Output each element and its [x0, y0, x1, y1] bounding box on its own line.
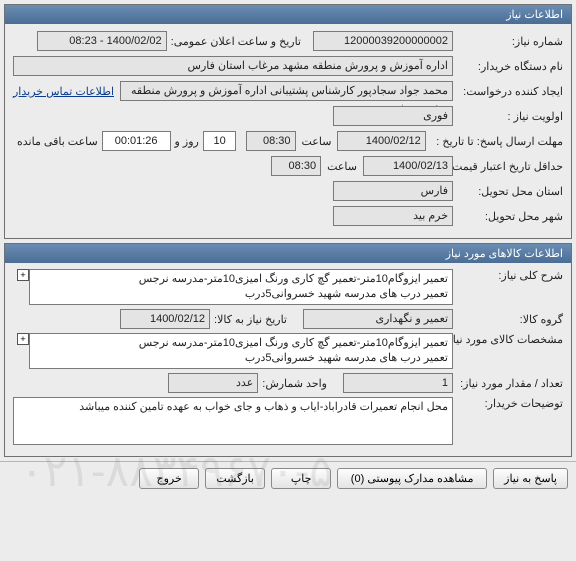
- spec-label: مشخصات کالای مورد نیاز:: [453, 333, 563, 346]
- unit-label: واحد شمارش:: [258, 377, 343, 390]
- notes-value: محل انجام تعمیرات قادراباد-ایاب و ذهاب و…: [13, 397, 453, 445]
- gen-desc-value: تعمیر ایزوگام10متر-تعمیر گچ کاری ورنگ ام…: [29, 269, 453, 305]
- qty-label: تعداد / مقدار مورد نیاز:: [453, 377, 563, 390]
- expand-icon-2[interactable]: +: [17, 333, 29, 345]
- spec-line2: تعمیر درب های مدرسه شهید خسروانی5درب: [34, 351, 448, 366]
- need-no-value: 12000039200000002: [313, 31, 453, 51]
- contact-link[interactable]: اطلاعات تماس خریدار: [13, 85, 120, 98]
- group-value: تعمیر و نگهداری: [303, 309, 453, 329]
- group-label: گروه کالا:: [453, 313, 563, 326]
- deadline-time-label: ساعت: [296, 135, 338, 148]
- remain-label: ساعت باقی مانده: [13, 135, 102, 148]
- days-remain: 10: [203, 131, 237, 151]
- respond-button[interactable]: پاسخ به نیاز: [493, 468, 568, 489]
- unit-value: عدد: [168, 373, 258, 393]
- city-label: شهر محل تحویل:: [453, 210, 563, 223]
- priority-value: فوری: [333, 106, 453, 126]
- spec-line1: تعمیر ایزوگام10متر-تعمیر گچ کاری ورنگ ام…: [34, 336, 448, 351]
- panel1-title: اطلاعات نیاز: [5, 5, 571, 24]
- qty-value: 1: [343, 373, 453, 393]
- button-bar: پاسخ به نیاز مشاهده مدارک پیوستی (0) چاپ…: [0, 461, 576, 495]
- province-value: فارس: [333, 181, 453, 201]
- days-label: روز و: [171, 135, 203, 148]
- city-value: خرم بید: [333, 206, 453, 226]
- spec-value: تعمیر ایزوگام10متر-تعمیر گچ کاری ورنگ ام…: [29, 333, 453, 369]
- creator-value: محمد جواد سجادپور کارشناس پشتیبانی اداره…: [120, 81, 453, 101]
- notes-label: توضیحات خریدار:: [453, 397, 563, 410]
- announce-value: 1400/02/02 - 08:23: [37, 31, 167, 51]
- validity-time-label: ساعت: [321, 160, 363, 173]
- validity-time: 08:30: [271, 156, 321, 176]
- deadline-label: مهلت ارسال پاسخ: تا تاریخ :: [426, 135, 563, 148]
- attachments-button[interactable]: مشاهده مدارک پیوستی (0): [337, 468, 487, 489]
- expand-icon[interactable]: +: [17, 269, 29, 281]
- gen-desc-line1: تعمیر ایزوگام10متر-تعمیر گچ کاری ورنگ ام…: [34, 272, 448, 287]
- deadline-time: 08:30: [246, 131, 295, 151]
- exit-button[interactable]: خروج: [139, 468, 199, 489]
- buyer-label: نام دستگاه خریدار:: [453, 60, 563, 73]
- gen-desc-line2: تعمیر درب های مدرسه شهید خسروانی5درب: [34, 287, 448, 302]
- creator-label: ایجاد کننده درخواست:: [453, 85, 563, 98]
- priority-label: اولویت نیاز :: [453, 110, 563, 123]
- time-remain: 00:01:26: [102, 131, 171, 151]
- validity-label: حداقل تاریخ اعتبار قیمت:: [453, 160, 563, 173]
- buyer-value: اداره آموزش و پرورش منطقه مشهد مرغاب است…: [13, 56, 453, 76]
- need-date-value: 1400/02/12: [120, 309, 210, 329]
- validity-date: 1400/02/13: [363, 156, 453, 176]
- province-label: استان محل تحویل:: [453, 185, 563, 198]
- print-button[interactable]: چاپ: [271, 468, 331, 489]
- gen-desc-label: شرح کلی نیاز:: [453, 269, 563, 282]
- need-info-panel: اطلاعات نیاز شماره نیاز: 120000392000000…: [4, 4, 572, 239]
- announce-label: تاریخ و ساعت اعلان عمومی:: [167, 35, 313, 48]
- back-button[interactable]: بازگشت: [205, 468, 265, 489]
- goods-info-panel: اطلاعات کالاهای مورد نیاز شرح کلی نیاز: …: [4, 243, 572, 457]
- panel2-title: اطلاعات کالاهای مورد نیاز: [5, 244, 571, 263]
- deadline-date: 1400/02/12: [337, 131, 425, 151]
- need-no-label: شماره نیاز:: [453, 35, 563, 48]
- need-date-label: تاریخ نیاز به کالا:: [210, 313, 303, 326]
